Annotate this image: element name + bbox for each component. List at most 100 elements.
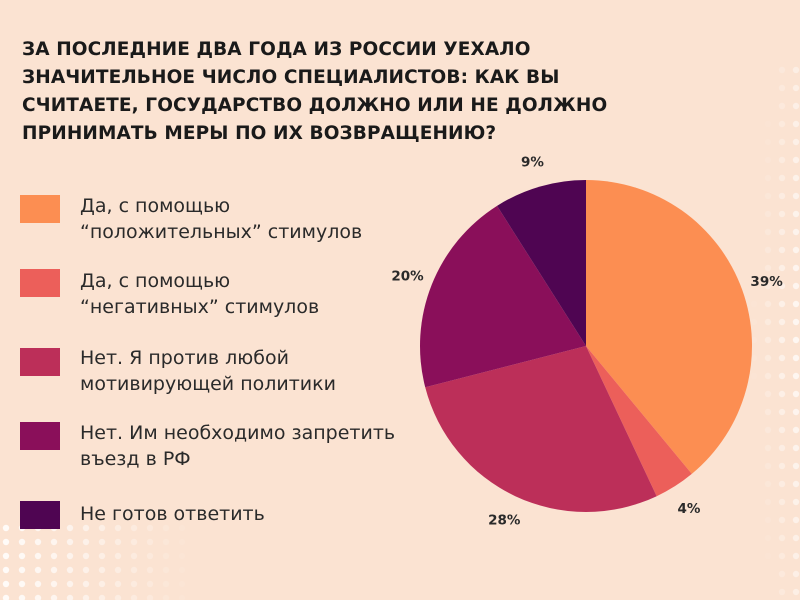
decorative-dot — [778, 444, 786, 452]
decorative-dot — [50, 552, 58, 560]
decorative-dot — [98, 538, 106, 546]
decorative-dot — [778, 516, 786, 524]
decorative-dot — [178, 594, 186, 600]
decorative-dot — [792, 372, 800, 380]
decorative-dot — [792, 516, 800, 524]
decorative-dot — [114, 594, 122, 600]
legend-label: Да, с помощью — [80, 270, 231, 292]
decorative-dot — [66, 594, 74, 600]
decorative-dot — [778, 498, 786, 506]
decorative-dot — [764, 408, 772, 416]
decorative-dot — [778, 372, 786, 380]
decorative-dot — [792, 246, 800, 254]
decorative-dot — [792, 318, 800, 326]
decorative-dot — [764, 480, 772, 488]
decorative-dot — [778, 408, 786, 416]
decorative-dot — [2, 524, 10, 532]
pie-slice-label-4: 4% — [677, 501, 700, 517]
pie-slice — [497, 179, 586, 346]
decorative-dot — [792, 534, 800, 542]
decorative-dot — [764, 120, 772, 128]
decorative-dot — [792, 84, 800, 92]
decorative-dot — [764, 372, 772, 380]
decorative-dot — [764, 318, 772, 326]
legend-swatch — [20, 501, 60, 529]
decorative-dot — [764, 282, 772, 290]
decorative-dot — [114, 566, 122, 574]
decorative-dot — [792, 192, 800, 200]
decorative-dot — [778, 84, 786, 92]
decorative-dot — [778, 336, 786, 344]
decorative-dot — [2, 552, 10, 560]
decorative-dot — [792, 354, 800, 362]
legend-label: “положительных” стимулов — [80, 221, 363, 243]
decorative-dot — [130, 580, 138, 588]
decorative-dot — [114, 538, 122, 546]
decorative-dot — [778, 462, 786, 470]
decorative-dot — [792, 174, 800, 182]
legend-swatch — [20, 422, 60, 450]
decorative-dot — [18, 552, 26, 560]
decorative-dot — [792, 426, 800, 434]
decorative-dot — [18, 566, 26, 574]
legend-label: въезд в РФ — [80, 448, 191, 470]
decorative-dot — [50, 566, 58, 574]
decorative-dot — [792, 498, 800, 506]
pie-slice — [425, 346, 657, 512]
decorative-dot — [778, 300, 786, 308]
decorative-dot — [98, 580, 106, 588]
decorative-dot — [792, 408, 800, 416]
decorative-dot — [792, 210, 800, 218]
decorative-dot — [750, 336, 758, 344]
decorative-dot — [146, 552, 154, 560]
legend-swatch — [20, 348, 60, 376]
decorative-dot — [792, 390, 800, 398]
decorative-dot — [778, 246, 786, 254]
decorative-dot — [178, 580, 186, 588]
pie-slice — [586, 346, 692, 497]
decorative-dot — [114, 552, 122, 560]
decorative-dot — [82, 594, 90, 600]
title-line: ПРИНИМАТЬ МЕРЫ ПО ИХ ВОЗВРАЩЕНИЮ? — [22, 123, 497, 144]
decorative-dot — [178, 524, 186, 532]
decorative-dot — [778, 354, 786, 362]
decorative-dot — [792, 588, 800, 596]
chart-title: ЗА ПОСЛЕДНИЕ ДВА ГОДА ИЗ РОССИИ УЕХАЛО З… — [22, 36, 608, 148]
decorative-dot — [66, 580, 74, 588]
legend-swatch — [20, 195, 60, 223]
decorative-dot — [778, 480, 786, 488]
decorative-dot — [778, 534, 786, 542]
decorative-dot — [178, 566, 186, 574]
decorative-dot — [50, 594, 58, 600]
decorative-dot — [34, 552, 42, 560]
decorative-dot — [764, 138, 772, 146]
legend-label: Не готов ответить — [80, 503, 265, 525]
decorative-dot — [792, 138, 800, 146]
decorative-dot — [792, 336, 800, 344]
decorative-dot — [778, 192, 786, 200]
decorative-dot — [778, 228, 786, 236]
decorative-dot — [778, 570, 786, 578]
decorative-dot — [146, 538, 154, 546]
decorative-dot — [792, 462, 800, 470]
decorative-dot — [114, 524, 122, 532]
decorative-dot — [50, 538, 58, 546]
title-line: СЧИТАЕТЕ, ГОСУДАРСТВО ДОЛЖНО ИЛИ НЕ ДОЛЖ… — [22, 95, 608, 116]
decorative-dot — [50, 580, 58, 588]
decorative-dot — [146, 524, 154, 532]
decorative-dot — [792, 264, 800, 272]
decorative-dot — [764, 210, 772, 218]
decorative-dot — [2, 538, 10, 546]
decorative-dot — [2, 580, 10, 588]
decorative-dot — [34, 538, 42, 546]
decorative-dot — [130, 552, 138, 560]
decorative-dot — [18, 594, 26, 600]
pie-slice — [586, 180, 753, 474]
decorative-dot — [98, 552, 106, 560]
decorative-dot — [18, 538, 26, 546]
decorative-dot — [130, 524, 138, 532]
title-line: ЗА ПОСЛЕДНИЕ ДВА ГОДА ИЗ РОССИИ УЕХАЛО — [22, 39, 531, 60]
decorative-dot — [778, 138, 786, 146]
pie-slice-label-9: 9% — [521, 155, 544, 171]
